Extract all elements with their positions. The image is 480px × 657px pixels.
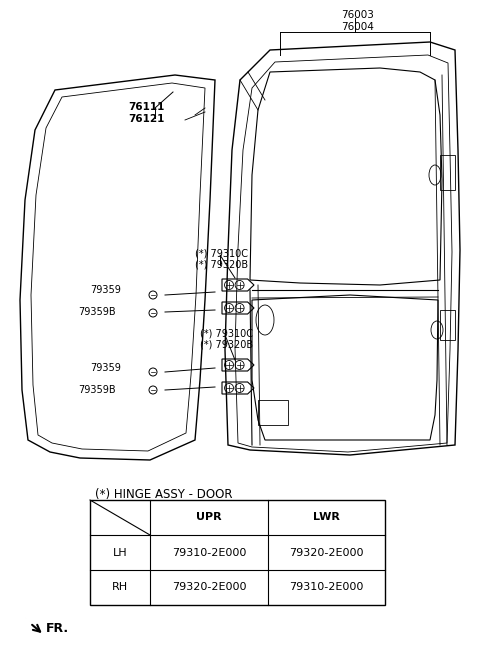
Text: 79359: 79359 [90,363,121,373]
Bar [258,400,288,425]
Text: (*) 79310C
(*) 79320B: (*) 79310C (*) 79320B [200,328,253,350]
Text: 79320-2E000: 79320-2E000 [172,583,246,593]
Text: 76111
76121: 76111 76121 [128,102,164,124]
Bar [440,155,455,190]
Text: LH: LH [113,547,127,558]
Text: 79310-2E000: 79310-2E000 [289,583,364,593]
Text: 79359: 79359 [90,285,121,295]
Text: (*) 79310C
(*) 79320B: (*) 79310C (*) 79320B [195,248,248,269]
Text: 79320-2E000: 79320-2E000 [289,547,364,558]
Text: FR.: FR. [46,622,69,635]
Text: 79359B: 79359B [78,385,116,395]
Text: 76003
76004: 76003 76004 [342,10,374,32]
Text: UPR: UPR [196,512,222,522]
Text: 79310-2E000: 79310-2E000 [172,547,246,558]
Bar [440,310,455,340]
Text: RH: RH [112,583,128,593]
Text: (*) HINGE ASSY - DOOR: (*) HINGE ASSY - DOOR [95,488,232,501]
Text: 79359B: 79359B [78,307,116,317]
Text: LWR: LWR [313,512,340,522]
Bar [90,500,385,605]
